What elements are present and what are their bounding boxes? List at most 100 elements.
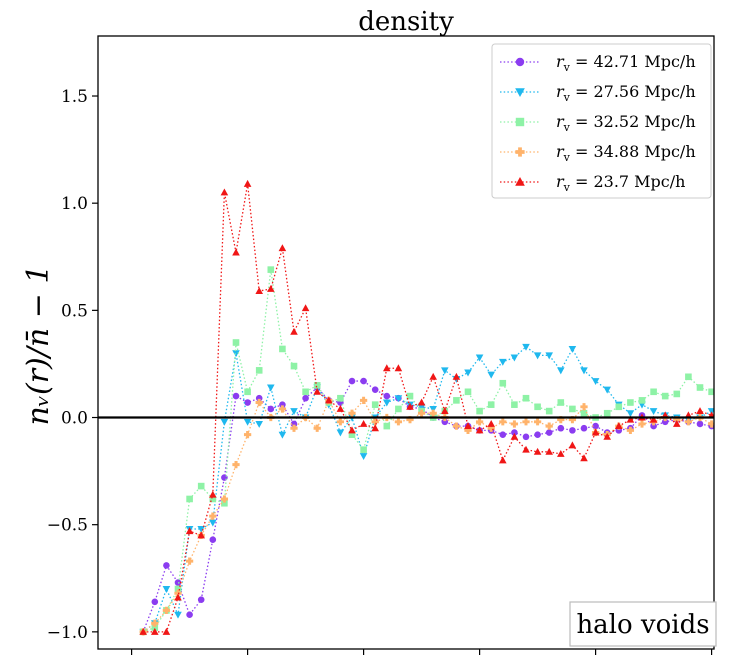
data-point <box>673 419 681 427</box>
data-point <box>197 526 205 533</box>
data-point <box>290 420 298 428</box>
data-point <box>174 585 182 593</box>
data-point <box>510 354 519 362</box>
data-point <box>522 418 530 426</box>
annotation-text: halo voids <box>576 610 709 640</box>
data-point <box>696 384 704 391</box>
data-point <box>279 401 286 408</box>
data-point <box>545 422 553 430</box>
data-point <box>371 401 379 408</box>
y-tick-label: 0.0 <box>61 409 88 429</box>
series-3 <box>139 396 714 636</box>
data-point <box>209 490 217 498</box>
data-point <box>220 495 229 503</box>
data-point <box>475 418 484 426</box>
data-point <box>522 445 530 453</box>
data-point <box>209 536 217 543</box>
data-point <box>545 447 553 455</box>
data-point <box>707 420 714 428</box>
data-point <box>533 352 542 360</box>
chart-title: density <box>358 7 454 37</box>
legend-entry: rv = 27.56 Mpc/h <box>500 82 696 104</box>
data-point <box>568 416 577 424</box>
data-point <box>487 371 495 379</box>
legend-box <box>491 43 712 199</box>
data-point <box>533 418 542 426</box>
data-point <box>580 454 588 462</box>
series-4 <box>139 179 714 635</box>
data-point <box>244 399 251 406</box>
data-point <box>511 401 518 408</box>
data-point <box>186 611 193 619</box>
data-point <box>684 418 693 426</box>
data-point <box>475 426 484 434</box>
data-point <box>151 619 159 627</box>
data-point <box>417 398 426 406</box>
series-line <box>142 345 714 633</box>
data-point <box>510 432 519 440</box>
data-point <box>603 386 611 394</box>
data-point <box>720 425 727 432</box>
data-point <box>626 426 635 435</box>
data-point <box>464 388 472 396</box>
data-point <box>336 418 345 426</box>
legend-label: rv = 34.88 Mpc/h <box>556 142 696 164</box>
data-point <box>569 427 576 434</box>
data-point <box>626 415 635 423</box>
data-point <box>522 433 530 441</box>
data-point <box>417 403 426 411</box>
data-point <box>360 446 367 453</box>
data-point <box>255 394 263 402</box>
data-point <box>452 372 461 380</box>
data-point <box>464 426 472 435</box>
data-point <box>429 409 437 417</box>
series-1 <box>139 343 714 636</box>
series-line <box>142 398 714 633</box>
data-point <box>348 409 356 417</box>
data-point <box>626 410 635 418</box>
data-point <box>395 405 402 413</box>
data-point <box>383 392 391 400</box>
data-point <box>568 345 577 353</box>
data-point <box>313 382 321 389</box>
data-point <box>348 377 356 385</box>
data-point <box>545 429 553 436</box>
data-point <box>232 392 240 400</box>
data-point <box>255 367 263 374</box>
data-point <box>162 586 171 593</box>
data-point <box>499 456 507 464</box>
data-point <box>499 358 507 366</box>
data-point <box>568 441 577 449</box>
data-point <box>383 422 391 430</box>
data-point <box>673 390 681 398</box>
data-point <box>557 416 565 424</box>
data-point <box>522 343 530 351</box>
data-point <box>441 367 449 375</box>
plot-area: −1.0 −0.5 0.0 0.5 1.0 1.5 <box>47 87 727 655</box>
data-point <box>580 424 588 432</box>
data-point <box>453 397 460 404</box>
legend-marker <box>515 176 525 186</box>
data-point <box>533 447 542 455</box>
data-point <box>638 420 646 428</box>
data-point <box>534 403 541 411</box>
data-point <box>499 431 507 438</box>
data-point <box>696 420 704 428</box>
legend-label: rv = 23.7 Mpc/h <box>556 172 685 194</box>
data-point <box>476 407 483 415</box>
y-axis-label: nᵥ(r)/n̄ − 1 <box>21 265 56 426</box>
data-point <box>475 354 484 362</box>
data-point <box>243 179 252 187</box>
data-point <box>441 407 449 415</box>
data-point <box>278 244 287 252</box>
data-point <box>499 418 507 426</box>
data-point <box>511 429 518 436</box>
data-point <box>290 424 298 432</box>
legend-marker <box>515 117 525 127</box>
data-point <box>348 431 356 438</box>
data-point <box>557 449 565 457</box>
data-point <box>359 419 368 427</box>
data-point <box>174 611 182 619</box>
series-line <box>142 269 714 633</box>
data-point <box>255 420 263 428</box>
